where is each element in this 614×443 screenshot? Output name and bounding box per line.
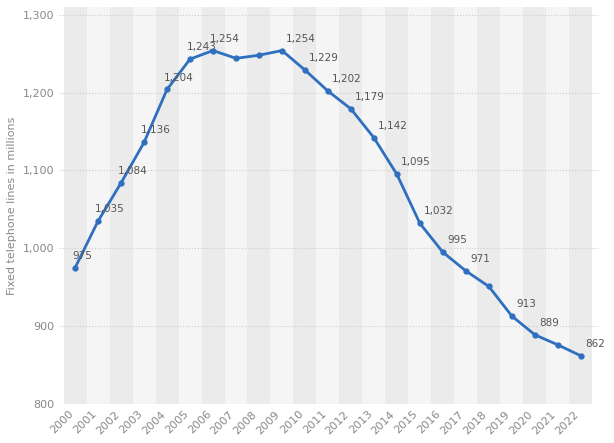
Bar (293, 7, 316, 404)
Bar (523, 7, 546, 404)
Text: 1,254: 1,254 (286, 34, 316, 43)
Bar (87, 7, 109, 404)
Bar (454, 7, 477, 404)
Text: 1,179: 1,179 (355, 92, 385, 102)
Bar (133, 7, 155, 404)
Bar (408, 7, 432, 404)
Text: 1,243: 1,243 (187, 42, 217, 52)
Text: 1,254: 1,254 (210, 34, 240, 43)
Bar (500, 7, 523, 404)
Text: 975: 975 (72, 251, 92, 261)
Bar (109, 7, 133, 404)
Text: 1,142: 1,142 (378, 121, 408, 131)
Bar (569, 7, 593, 404)
Bar (64, 7, 87, 404)
Text: 862: 862 (585, 339, 605, 349)
Text: 971: 971 (470, 254, 490, 264)
Bar (247, 7, 271, 404)
Bar (340, 7, 362, 404)
Bar (271, 7, 293, 404)
Text: 995: 995 (447, 235, 467, 245)
Text: 1,202: 1,202 (332, 74, 362, 84)
Bar (316, 7, 340, 404)
Text: 1,229: 1,229 (309, 53, 339, 63)
Bar (179, 7, 201, 404)
Bar (225, 7, 247, 404)
Text: 1,095: 1,095 (401, 157, 431, 167)
Text: 1,084: 1,084 (119, 166, 148, 176)
Bar (201, 7, 225, 404)
Text: 1,035: 1,035 (95, 204, 125, 214)
Bar (432, 7, 454, 404)
Text: 889: 889 (539, 318, 559, 328)
Bar (386, 7, 408, 404)
Bar (546, 7, 569, 404)
Text: 913: 913 (516, 299, 536, 309)
Bar (155, 7, 179, 404)
Text: 1,136: 1,136 (141, 125, 171, 136)
Text: 1,204: 1,204 (165, 73, 194, 82)
Bar (477, 7, 500, 404)
Text: 1,032: 1,032 (424, 206, 454, 217)
Y-axis label: Fixed telephone lines in millions: Fixed telephone lines in millions (7, 117, 17, 295)
Bar (362, 7, 386, 404)
